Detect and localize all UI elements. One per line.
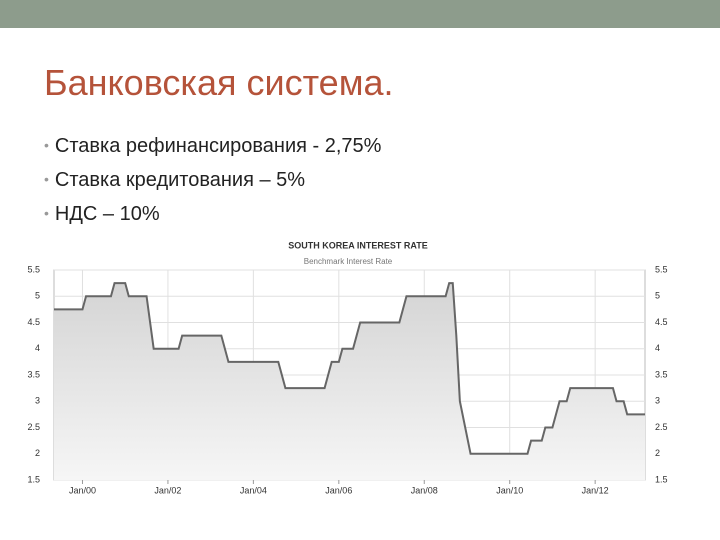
- chart-subtitle: Benchmark Interest Rate: [304, 257, 393, 266]
- bullet-text: Ставка рефинансирования - 2,75%: [54, 135, 382, 157]
- bullet: • Ставка рефинансирования - 2,75%: [44, 135, 382, 157]
- line: [54, 282, 645, 455]
- y2-tick-label: 1.5: [655, 474, 668, 484]
- x-tick-label: Jan/12: [582, 485, 609, 495]
- y2-tick-label: 5: [655, 291, 660, 301]
- slide-title: Банковская система.: [44, 62, 394, 103]
- bullet-text: НДС – 10%: [54, 203, 160, 225]
- y-tick-label: 3.5: [27, 369, 40, 379]
- x-tick-label: Jan/00: [69, 485, 96, 495]
- x-tick-label: Jan/06: [325, 485, 352, 495]
- bullet: • Ставка кредитования – 5%: [44, 169, 306, 191]
- y-tick-label: 4: [35, 343, 40, 353]
- chart-title: SOUTH KOREA INTEREST RATE: [288, 240, 428, 250]
- y2-tick-label: 5.5: [655, 264, 668, 274]
- x-tick-label: Jan/02: [154, 485, 181, 495]
- y-tick-label: 1.5: [27, 474, 40, 484]
- x-tick-label: Jan/10: [496, 485, 523, 495]
- x-tick-label: Jan/04: [240, 485, 267, 495]
- y2-tick-label: 3: [655, 396, 660, 406]
- y2-tick-label: 4: [655, 343, 660, 353]
- y2-tick-label: 4.5: [655, 317, 668, 327]
- top-bar: [0, 0, 720, 28]
- y-tick-label: 5: [35, 291, 40, 301]
- bullet-text: Ставка кредитования – 5%: [54, 169, 306, 191]
- y-tick-label: 5.5: [27, 264, 40, 274]
- y-tick-label: 3: [35, 396, 40, 406]
- y-tick-label: 2: [35, 448, 40, 458]
- y2-tick-label: 2.5: [655, 422, 668, 432]
- bullet: • НДС – 10%: [44, 203, 160, 225]
- area-fill: [54, 283, 645, 480]
- x-tick-label: Jan/08: [411, 485, 438, 495]
- y2-tick-label: 2: [655, 448, 660, 458]
- y-tick-label: 2.5: [27, 422, 40, 432]
- y-tick-label: 4.5: [27, 317, 40, 327]
- y2-tick-label: 3.5: [655, 369, 668, 379]
